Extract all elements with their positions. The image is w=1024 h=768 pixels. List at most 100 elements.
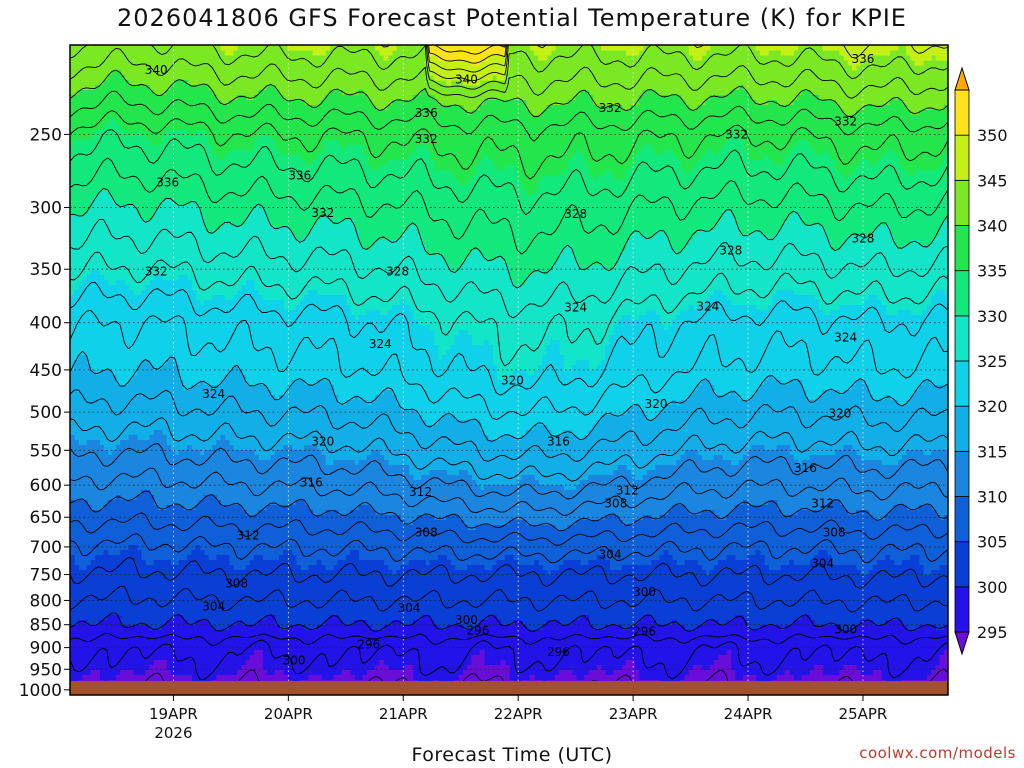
grid-lines [70,45,948,695]
contour-332 [70,157,948,255]
x-tick-label: 23APR [609,705,658,723]
contour-label: 296 [357,637,380,651]
contour-328 [70,218,948,319]
colorbar-band [954,360,970,407]
y-tick-label: 400 [30,314,62,334]
contour-label: 312 [811,496,834,510]
x-tick-label: 19APR [149,705,198,723]
contour-316 [70,417,948,482]
contour-label: 308 [823,525,846,539]
theta-band [70,355,948,491]
colorbar-tick-label: 305 [977,533,1008,552]
colorbar-tick-label: 330 [977,307,1008,326]
contour-label: 324 [834,330,857,344]
colorbar-tick-label: 345 [977,171,1008,190]
contour-label: 328 [852,231,875,245]
colorbar-arrow-high [954,66,970,91]
contour-344 [70,45,948,90]
contour-label: 304 [811,557,834,571]
contour-label: 332 [599,101,622,115]
contour-334 [70,129,948,216]
colorbar-band [954,586,970,633]
contour-306 [70,533,948,564]
colorbar-tick-label: 340 [977,217,1008,236]
colorbar-band [954,225,970,272]
y-tick-label: 500 [30,403,62,423]
contour-label: 328 [564,207,587,221]
contour-label: 328 [386,264,409,278]
contour-320 [70,350,948,442]
contour-322 [70,309,948,421]
contour-label: 312 [237,528,260,542]
contour-label: 324 [696,299,719,313]
x-tick-label: 22APR [494,705,543,723]
ground-strip [70,681,948,695]
contour-label: 320 [501,373,524,387]
contour-label: 296 [633,625,656,639]
y-tick-label: 350 [30,260,62,280]
source-credit: coolwx.com/models [859,744,1016,762]
contour-label: 336 [156,176,179,190]
x-axis: 19APR 20APR 21APR 22APR 23APR 24APR 25APR 2026 [149,695,887,742]
contour-312 [70,467,948,516]
contour-label: 320 [311,434,334,448]
x-axis-label: Forecast Time (UTC) [411,744,613,766]
contour-350 [428,45,507,64]
contour-label: 308 [604,496,627,510]
contour-314 [70,443,948,500]
contour-label: 340 [455,73,478,87]
y-axis: 250 300 350 400 450 500 550 600 650 700 750 800 850 9… [19,125,70,701]
x-year-label: 2026 [154,724,192,742]
theta-band [220,45,948,86]
theta-band [70,120,948,286]
y-tick-label: 450 [30,361,62,381]
y-tick-label: 1000 [19,681,62,701]
contour-label: 312 [409,485,432,499]
y-tick-label: 650 [30,508,62,528]
contour-340 [70,69,948,118]
contour-330 [70,187,948,289]
x-tick-label: 24APR [724,705,773,723]
theta-contours [70,45,948,695]
contour-label: 304 [599,547,622,561]
contour-label: 336 [415,106,438,120]
contour-label: 312 [616,483,639,497]
colorbar-tick-label: 325 [977,352,1008,371]
contour-label: 332 [834,114,857,128]
contour-label: 340 [145,63,168,77]
contour-336 [70,110,948,180]
theta-band [70,490,948,576]
contour-324 [70,281,948,396]
colorbar-band [954,496,970,543]
colorbar-band [954,134,970,181]
x-tick-label: 20APR [264,705,313,723]
contour-label: 316 [300,475,323,489]
theta-band [70,270,948,441]
y-tick-label: 700 [30,538,62,558]
contour-label: 300 [633,585,656,599]
y-tick-label: 950 [30,660,62,680]
colorbar-band [954,450,970,497]
contour-label: 332 [145,264,168,278]
contour-label: 336 [288,168,311,182]
contour-label: 300 [283,654,306,668]
contour-label: 336 [852,52,875,66]
theta-band [70,190,948,381]
chart-title: 2026041806 GFS Forecast Potential Temper… [117,4,907,32]
colorbar-band [954,179,970,226]
colorbar-band [954,89,970,136]
y-tick-label: 850 [30,616,62,636]
colorbar: 295 300 305 310 315 320 325 330 335 340 345 350 [954,66,1008,656]
contour-label: 332 [415,132,438,146]
contour-label: 296 [547,645,570,659]
contour-300 [70,612,948,632]
colorbar-tick-label: 295 [977,623,1008,642]
contour-label: 324 [202,387,225,401]
colorbar-tick-label: 320 [977,397,1008,416]
contour-label: 300 [834,622,857,636]
y-tick-label: 550 [30,441,62,461]
theta-band [429,45,506,66]
contour-label: 332 [311,206,334,220]
colorbar-tick-label: 300 [977,578,1008,597]
